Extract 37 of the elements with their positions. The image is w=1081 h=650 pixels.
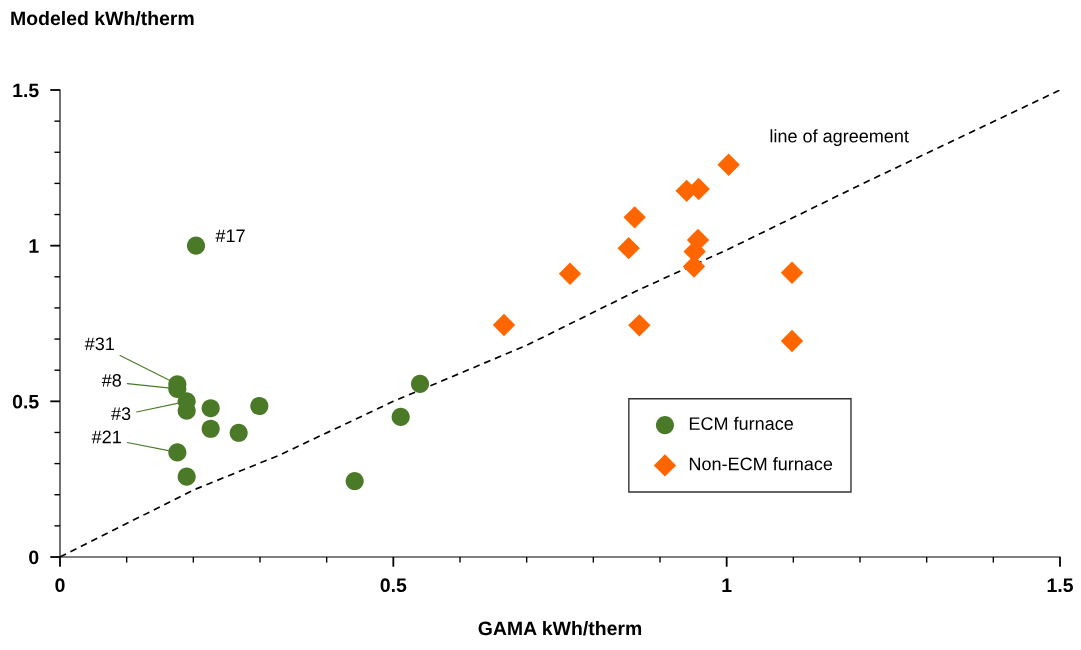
x-tick-label: 0 — [55, 578, 65, 593]
point — [201, 419, 220, 438]
x-tick-label: 0.5 — [380, 578, 407, 593]
point — [628, 314, 651, 337]
point — [717, 153, 740, 176]
point — [391, 407, 410, 426]
annotation: #21 — [91, 430, 121, 444]
annotation: #17 — [215, 229, 245, 242]
point — [558, 262, 582, 285]
y-tick-label: 1 — [29, 239, 39, 253]
legend-label: Non-ECM furnace — [689, 457, 833, 471]
point — [186, 236, 206, 255]
y-tick-label: 0.5 — [12, 394, 39, 409]
x-tick-label: 1 — [722, 578, 732, 592]
legend-label: ECM furnace — [689, 416, 793, 430]
point — [780, 261, 804, 284]
point — [410, 374, 430, 393]
point — [177, 467, 196, 486]
y-tick-label: 1.5 — [13, 83, 39, 98]
annotation: #31 — [84, 337, 114, 351]
point — [617, 236, 640, 260]
point — [250, 396, 269, 416]
point — [780, 329, 804, 353]
point — [682, 255, 706, 278]
point — [492, 313, 516, 337]
point — [168, 443, 187, 462]
annotation: #3 — [111, 407, 131, 421]
annotation: #8 — [101, 374, 121, 387]
point — [345, 471, 364, 491]
point — [623, 206, 646, 229]
x-tick-label: 1.5 — [1047, 578, 1073, 593]
y-axis-title: Modeled kWh/therm — [11, 10, 194, 26]
y-tick-label: 0 — [29, 550, 39, 565]
point — [229, 423, 248, 442]
series-label: line of agreement — [770, 129, 909, 147]
point — [201, 399, 220, 418]
x-axis-title: GAMA kWh/therm — [478, 620, 642, 636]
